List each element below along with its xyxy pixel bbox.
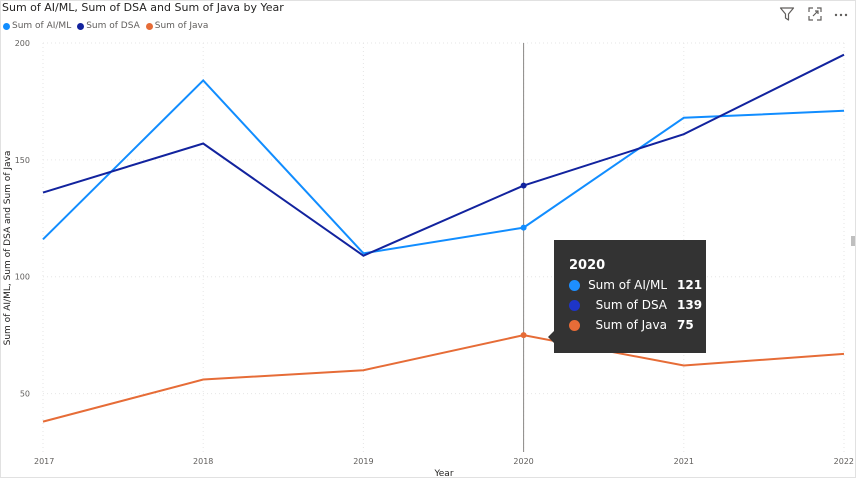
legend-label: Sum of AI/ML <box>12 21 72 31</box>
legend-label: Sum of DSA <box>86 21 140 31</box>
series-line-2[interactable] <box>42 334 845 423</box>
legend-item-java[interactable]: Sum of Java <box>145 21 209 31</box>
focus-mode-icon[interactable] <box>807 6 823 22</box>
highlight-point <box>520 182 527 189</box>
tooltip-value: 75 <box>677 318 694 332</box>
legend-item-dsa[interactable]: Sum of DSA <box>77 21 140 31</box>
tooltip-label: Sum of Java <box>595 318 667 332</box>
tooltip-label: Sum of DSA <box>595 298 667 312</box>
filter-icon[interactable] <box>779 6 795 22</box>
y-tick-label: 200 <box>15 39 30 48</box>
tooltip-row: Sum of AI/ML 121 <box>569 278 703 292</box>
y-axis: 50 100 150 200 <box>15 39 30 399</box>
x-axis-title: Year <box>433 469 453 478</box>
tooltip-marker <box>569 299 580 311</box>
highlight-markers <box>520 182 527 339</box>
x-tick-label: 2018 <box>193 457 213 466</box>
tooltip-value: 121 <box>677 278 703 292</box>
highlight-point <box>520 224 527 231</box>
chart-title: Sum of AI/ML, Sum of DSA and Sum of Java… <box>2 1 284 14</box>
tooltip: 2020 Sum of AI/ML 121 Sum of DSA 139 Sum… <box>548 240 706 353</box>
x-tick-label: 2021 <box>674 457 694 466</box>
tooltip-header: 2020 <box>569 258 606 273</box>
legend-marker <box>145 22 153 30</box>
series-line-0[interactable] <box>42 78 845 255</box>
y-tick-label: 50 <box>20 390 30 399</box>
x-tick-label: 2019 <box>353 457 373 466</box>
y-axis-title: Sum of AI/ML, Sum of DSA and Sum of Java <box>3 151 13 346</box>
x-tick-label: 2022 <box>834 457 854 466</box>
legend: Sum of AI/ML Sum of DSA Sum of Java <box>3 21 208 31</box>
x-axis: 2017 2018 2019 2020 2021 2022 <box>34 457 854 466</box>
tooltip-row: Sum of Java 75 <box>569 318 699 332</box>
y-tick-label: 150 <box>15 156 30 165</box>
series-line-1[interactable] <box>42 53 845 257</box>
tooltip-label: Sum of AI/ML <box>588 278 667 292</box>
x-tick-label: 2017 <box>34 457 54 466</box>
highlight-point <box>520 332 527 339</box>
legend-item-ai-ml[interactable]: Sum of AI/ML <box>3 21 71 31</box>
x-tick-label: 2020 <box>513 457 533 466</box>
tooltip-marker <box>569 279 580 291</box>
tooltip-row: Sum of DSA 139 <box>569 298 703 312</box>
resize-handle[interactable] <box>851 236 855 246</box>
legend-marker <box>77 22 85 30</box>
y-tick-label: 100 <box>15 273 30 282</box>
tooltip-marker <box>569 319 580 331</box>
series-lines[interactable] <box>42 53 845 423</box>
legend-marker <box>3 22 10 30</box>
more-options-icon[interactable] <box>833 6 849 22</box>
legend-label: Sum of Java <box>154 21 209 31</box>
tooltip-value: 139 <box>677 298 703 312</box>
tooltip-pointer <box>548 331 554 343</box>
